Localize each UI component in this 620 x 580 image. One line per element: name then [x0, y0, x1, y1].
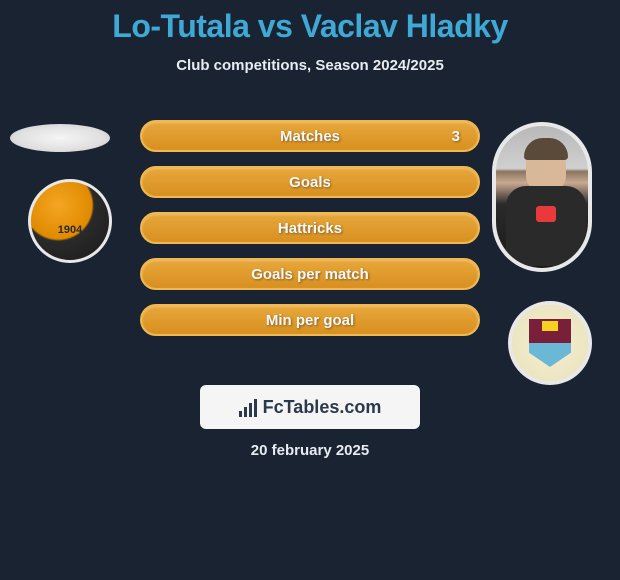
stat-label: Matches [280, 128, 340, 145]
stat-row-min-per-goal: Min per goal [140, 304, 480, 336]
subtitle: Club competitions, Season 2024/2025 [0, 57, 620, 74]
stat-label: Min per goal [266, 312, 354, 329]
date-line: 20 february 2025 [0, 442, 620, 459]
fctables-chart-icon [239, 397, 257, 417]
branding-text: FcTables.com [263, 397, 382, 418]
stat-row-goals-per-match: Goals per match [140, 258, 480, 290]
page-title: Lo-Tutala vs Vaclav Hladky [0, 0, 620, 45]
stat-row-goals: Goals [140, 166, 480, 198]
stat-value-right: 3 [452, 128, 460, 145]
stat-row-matches: Matches 3 [140, 120, 480, 152]
branding-box: FcTables.com [200, 385, 420, 429]
stat-row-hattricks: Hattricks [140, 212, 480, 244]
stat-label: Goals [289, 174, 331, 191]
stat-label: Goals per match [251, 266, 369, 283]
stats-list: Matches 3 Goals Hattricks Goals per matc… [0, 120, 620, 350]
stat-label: Hattricks [278, 220, 342, 237]
